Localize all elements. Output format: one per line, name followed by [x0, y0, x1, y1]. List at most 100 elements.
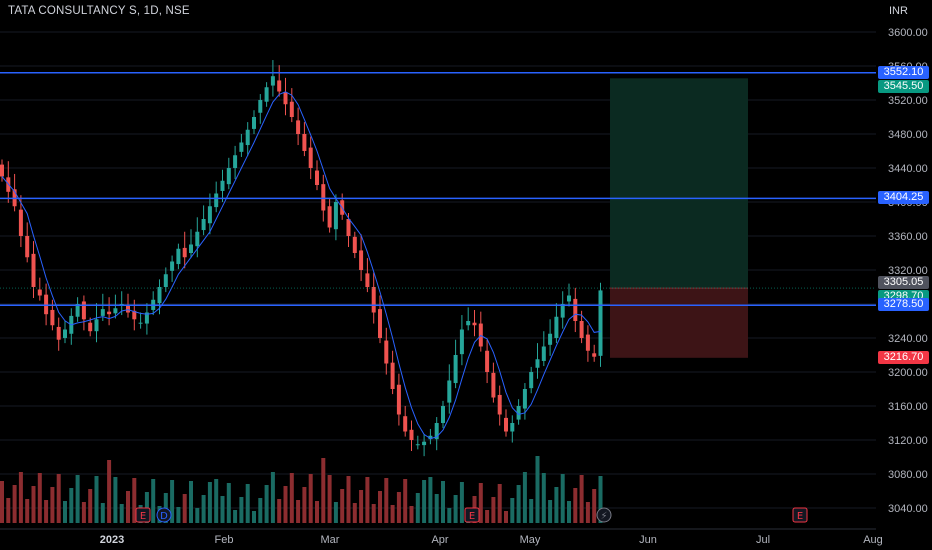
volume-bar	[428, 477, 433, 523]
candle-body	[554, 316, 559, 338]
candle-body	[182, 247, 187, 258]
candle-body	[233, 155, 238, 168]
candle-body	[81, 301, 86, 320]
volume-bar	[598, 476, 603, 523]
event-marker-earnings[interactable]: E	[792, 507, 808, 523]
candle-body	[94, 319, 99, 332]
moving-average-line	[1, 91, 601, 440]
stop-zone	[610, 288, 748, 358]
volume-bar	[252, 511, 256, 523]
volume-bar	[245, 484, 250, 523]
volume-bar	[37, 473, 42, 523]
candle-body	[403, 416, 408, 432]
candle-body	[88, 322, 93, 332]
volume-bar	[478, 483, 483, 523]
candle-body	[504, 417, 508, 432]
price-tag: 3404.25	[878, 191, 929, 205]
candle-body	[296, 120, 301, 134]
volume-bar	[504, 511, 508, 523]
candle-body	[585, 334, 590, 351]
candle-body	[132, 310, 137, 320]
volume-bar	[6, 498, 11, 523]
volume-bar	[289, 473, 294, 523]
volume-bar	[201, 495, 206, 523]
currency-label: INR	[889, 5, 908, 17]
volume-bar	[447, 508, 452, 523]
volume-bar	[415, 493, 420, 523]
volume-bar	[12, 485, 17, 523]
volume-bar	[0, 481, 4, 523]
candle-body	[119, 304, 124, 305]
price-tag: 3305.05	[878, 275, 929, 289]
volume-bar	[516, 485, 521, 523]
candle-body	[189, 244, 193, 253]
event-marker-split[interactable]: ⚡	[596, 507, 612, 523]
volume-bar	[107, 460, 112, 523]
candle-body	[327, 206, 332, 228]
candle-body	[207, 206, 212, 224]
volume-bar	[182, 494, 187, 523]
volume-bar	[233, 510, 238, 523]
event-marker-earnings[interactable]: E	[464, 507, 480, 523]
candle-body	[63, 329, 67, 338]
candle-body	[163, 274, 168, 287]
candle-body	[548, 333, 553, 345]
candle-body	[18, 209, 23, 236]
candle-body	[100, 309, 105, 316]
volume-bar	[264, 485, 269, 523]
volume-bar	[195, 508, 200, 523]
svg-text:D: D	[160, 511, 168, 522]
candle-body	[497, 394, 502, 415]
volume-bar	[510, 498, 515, 523]
volume-bar	[522, 472, 527, 523]
volume-bar	[567, 501, 571, 523]
volume-bar	[497, 484, 502, 523]
svg-text:E: E	[469, 511, 475, 522]
candle-body	[598, 290, 603, 356]
candle-body	[428, 435, 433, 440]
volume-bar	[541, 473, 546, 523]
volume-bar	[340, 489, 345, 523]
y-tick-label: 3480.00	[888, 129, 928, 141]
y-tick-label: 3160.00	[888, 401, 928, 413]
candle-body	[239, 142, 244, 152]
candle-body	[573, 298, 578, 321]
event-marker-earnings[interactable]: E	[135, 507, 151, 523]
volume-bar	[270, 472, 275, 523]
candle-body	[277, 80, 282, 92]
volume-bar	[189, 481, 193, 523]
volume-bar	[69, 488, 74, 523]
price-tag: 3552.10	[878, 65, 929, 79]
volume-bar	[226, 483, 231, 523]
candle-body	[522, 389, 527, 409]
volume-bar	[50, 487, 55, 523]
candle-body	[529, 372, 534, 389]
volume-bar	[434, 494, 439, 523]
volume-bar	[384, 478, 389, 523]
x-tick-label: Feb	[215, 534, 234, 546]
volume-bar	[170, 480, 175, 523]
volume-bar	[554, 487, 559, 523]
volume-bar	[277, 499, 282, 523]
volume-bar	[25, 499, 30, 523]
candle-body	[466, 321, 471, 326]
candle-body	[0, 164, 4, 177]
volume-bar	[296, 500, 301, 523]
candle-body	[44, 294, 49, 315]
candle-body	[170, 261, 175, 271]
volume-bar	[88, 489, 93, 523]
candle-body	[346, 219, 351, 236]
svg-text:E: E	[140, 511, 146, 522]
candle-body	[415, 444, 420, 446]
event-marker-dividend[interactable]: D	[156, 507, 172, 523]
volume-bar	[81, 502, 86, 523]
volume-bar	[573, 488, 578, 523]
volume-bar	[176, 507, 181, 523]
volume-bar	[390, 505, 395, 523]
candle-body	[270, 76, 275, 86]
y-tick-label: 3320.00	[888, 265, 928, 277]
volume-bar	[548, 500, 553, 523]
candle-body	[283, 92, 288, 105]
volume-bar	[302, 487, 307, 523]
